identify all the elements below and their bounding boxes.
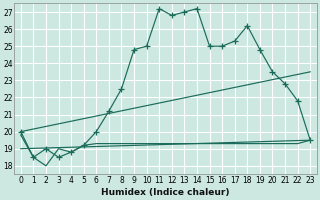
X-axis label: Humidex (Indice chaleur): Humidex (Indice chaleur) [101,188,230,197]
